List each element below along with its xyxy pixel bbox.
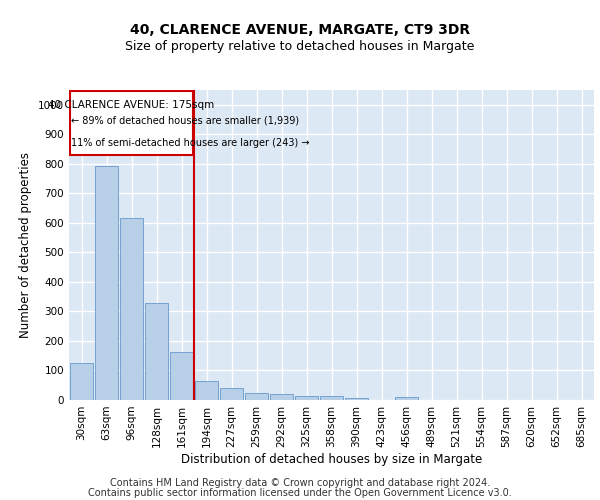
Bar <box>194 381 218 400</box>
Y-axis label: Number of detached properties: Number of detached properties <box>19 152 32 338</box>
Bar <box>395 397 418 400</box>
Bar <box>95 166 118 400</box>
Bar <box>245 392 268 400</box>
Bar <box>344 398 368 400</box>
Bar <box>70 92 193 155</box>
Text: 11% of semi-detached houses are larger (243) →: 11% of semi-detached houses are larger (… <box>71 138 309 147</box>
Bar <box>119 218 143 400</box>
Text: Size of property relative to detached houses in Margate: Size of property relative to detached ho… <box>125 40 475 53</box>
Text: Contains HM Land Registry data © Crown copyright and database right 2024.: Contains HM Land Registry data © Crown c… <box>110 478 490 488</box>
Bar <box>295 396 319 400</box>
Bar <box>269 394 293 400</box>
Text: 40, CLARENCE AVENUE, MARGATE, CT9 3DR: 40, CLARENCE AVENUE, MARGATE, CT9 3DR <box>130 22 470 36</box>
Bar <box>70 363 94 400</box>
Bar <box>145 303 169 400</box>
Text: Contains public sector information licensed under the Open Government Licence v3: Contains public sector information licen… <box>88 488 512 498</box>
Text: ← 89% of detached houses are smaller (1,939): ← 89% of detached houses are smaller (1,… <box>71 116 299 126</box>
Bar <box>220 388 244 400</box>
Text: 40 CLARENCE AVENUE: 175sqm: 40 CLARENCE AVENUE: 175sqm <box>48 100 214 110</box>
X-axis label: Distribution of detached houses by size in Margate: Distribution of detached houses by size … <box>181 452 482 466</box>
Bar <box>170 352 193 400</box>
Bar <box>320 396 343 400</box>
